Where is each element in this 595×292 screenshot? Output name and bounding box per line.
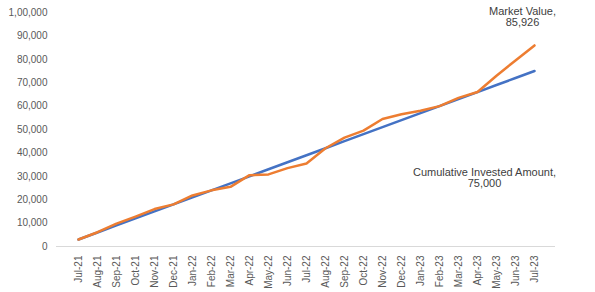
svg-text:Jan-23: Jan-23 xyxy=(415,255,426,286)
svg-text:Feb-23: Feb-23 xyxy=(434,255,445,287)
svg-text:0: 0 xyxy=(42,241,48,252)
svg-text:10,000: 10,000 xyxy=(17,217,48,228)
svg-text:50,000: 50,000 xyxy=(17,124,48,135)
svg-text:Nov-21: Nov-21 xyxy=(149,255,160,288)
svg-text:Sep-22: Sep-22 xyxy=(339,255,350,288)
svg-text:Oct-22: Oct-22 xyxy=(358,255,369,285)
svg-text:90,000: 90,000 xyxy=(17,30,48,41)
svg-text:20,000: 20,000 xyxy=(17,194,48,205)
svg-text:1,00,000: 1,00,000 xyxy=(9,7,48,18)
svg-text:Apr-22: Apr-22 xyxy=(244,255,255,285)
svg-text:80,000: 80,000 xyxy=(17,54,48,65)
svg-text:Jun-22: Jun-22 xyxy=(282,255,293,286)
svg-text:Jul-23: Jul-23 xyxy=(529,255,540,283)
svg-text:30,000: 30,000 xyxy=(17,171,48,182)
svg-text:May-23: May-23 xyxy=(491,255,502,289)
svg-text:60,000: 60,000 xyxy=(17,100,48,111)
svg-text:Mar-22: Mar-22 xyxy=(225,255,236,287)
svg-text:Aug-21: Aug-21 xyxy=(92,255,103,288)
svg-text:Jul-21: Jul-21 xyxy=(73,255,84,283)
svg-text:Jul-22: Jul-22 xyxy=(301,255,312,283)
svg-text:Jan-22: Jan-22 xyxy=(187,255,198,286)
svg-text:Apr-23: Apr-23 xyxy=(472,255,483,285)
svg-text:Sep-21: Sep-21 xyxy=(111,255,122,288)
svg-text:Mar-23: Mar-23 xyxy=(453,255,464,287)
svg-text:Cumulative Invested Amount,75,: Cumulative Invested Amount,75,000 xyxy=(413,166,556,189)
svg-text:Dec-21: Dec-21 xyxy=(168,255,179,288)
svg-text:May-22: May-22 xyxy=(263,255,274,289)
svg-text:40,000: 40,000 xyxy=(17,147,48,158)
svg-text:Nov-22: Nov-22 xyxy=(377,255,388,288)
svg-text:Feb-22: Feb-22 xyxy=(206,255,217,287)
svg-text:Jun-23: Jun-23 xyxy=(510,255,521,286)
svg-text:70,000: 70,000 xyxy=(17,77,48,88)
svg-text:Oct-21: Oct-21 xyxy=(130,255,141,285)
svg-text:Market Value,85,926: Market Value,85,926 xyxy=(489,5,556,28)
svg-text:Dec-22: Dec-22 xyxy=(396,255,407,288)
svg-text:Aug-22: Aug-22 xyxy=(320,255,331,288)
